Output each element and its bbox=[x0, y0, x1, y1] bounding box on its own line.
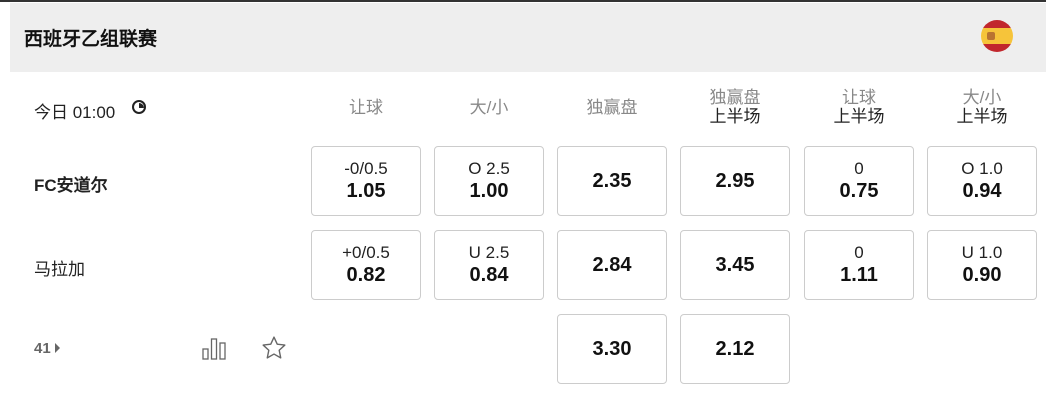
odds-button[interactable]: 2.35 bbox=[557, 146, 667, 216]
odds-button[interactable]: 2.84 bbox=[557, 230, 667, 300]
column-label: 大/小 bbox=[469, 98, 509, 117]
odds-value: 1.11 bbox=[840, 264, 878, 286]
odds-value: 1.00 bbox=[469, 180, 509, 202]
column-label: 让球 bbox=[842, 88, 876, 107]
spain-flag-icon bbox=[981, 20, 1013, 52]
odds-button[interactable]: 0 1.11 bbox=[804, 230, 914, 300]
top-border bbox=[0, 0, 1046, 2]
odds-line: U 1.0 bbox=[961, 243, 1003, 262]
odds-line: +0/0.5 bbox=[342, 243, 390, 262]
odds-value: 1.05 bbox=[346, 180, 386, 202]
odds-line: O 1.0 bbox=[961, 159, 1003, 178]
odds-line: -0/0.5 bbox=[344, 159, 388, 178]
odds-button[interactable]: 3.45 bbox=[680, 230, 790, 300]
odds-button[interactable]: 2.12 bbox=[680, 314, 790, 384]
odds-value: 2.84 bbox=[592, 254, 632, 276]
odds-value: 3.45 bbox=[715, 254, 755, 276]
odds-line: 0 bbox=[854, 159, 864, 178]
team-name: FC安道尔 bbox=[34, 176, 108, 195]
column-sublabel: 上半场 bbox=[833, 107, 885, 126]
column-header: 独赢盘 bbox=[557, 98, 667, 117]
league-title: 西班牙乙组联赛 bbox=[24, 29, 158, 50]
odds-value: 2.95 bbox=[715, 170, 755, 192]
column-sublabel: 上半场 bbox=[709, 107, 761, 126]
column-sublabel: 上半场 bbox=[956, 107, 1008, 126]
favorite-star-icon[interactable] bbox=[261, 335, 287, 361]
league-header[interactable] bbox=[10, 3, 1046, 72]
odds-button[interactable]: -0/0.5 1.05 bbox=[311, 146, 421, 216]
match-time: 今日 01:00 bbox=[34, 103, 116, 122]
team-name: 马拉加 bbox=[34, 260, 85, 279]
column-header: 大/小 上半场 bbox=[927, 88, 1037, 126]
column-label: 大/小 bbox=[962, 88, 1002, 107]
odds-line: O 2.5 bbox=[468, 159, 510, 178]
odds-button[interactable]: 2.95 bbox=[680, 146, 790, 216]
odds-value: 0.84 bbox=[469, 264, 509, 286]
odds-value: 2.12 bbox=[715, 338, 755, 360]
odds-button[interactable]: U 2.5 0.84 bbox=[434, 230, 544, 300]
column-header: 让球 上半场 bbox=[804, 88, 914, 126]
odds-value: 0.90 bbox=[962, 264, 1002, 286]
column-header: 大/小 bbox=[434, 98, 544, 117]
column-label: 独赢盘 bbox=[586, 98, 638, 117]
odds-button[interactable]: U 1.0 0.90 bbox=[927, 230, 1037, 300]
odds-value: 2.35 bbox=[592, 170, 632, 192]
column-header: 让球 bbox=[311, 98, 421, 117]
odds-line: U 2.5 bbox=[468, 243, 510, 262]
odds-line: 0 bbox=[854, 243, 864, 262]
odds-button[interactable]: O 2.5 1.00 bbox=[434, 146, 544, 216]
stats-icon[interactable] bbox=[202, 336, 226, 360]
more-markets-button[interactable]: 41 bbox=[34, 340, 60, 357]
odds-button[interactable]: 3.30 bbox=[557, 314, 667, 384]
column-label: 让球 bbox=[349, 98, 383, 117]
odds-value: 0.94 bbox=[962, 180, 1002, 202]
odds-value: 3.30 bbox=[592, 338, 632, 360]
odds-button[interactable]: +0/0.5 0.82 bbox=[311, 230, 421, 300]
odds-button[interactable]: O 1.0 0.94 bbox=[927, 146, 1037, 216]
odds-value: 0.75 bbox=[839, 180, 879, 202]
more-count: 41 bbox=[34, 340, 51, 357]
odds-button[interactable]: 0 0.75 bbox=[804, 146, 914, 216]
column-label: 独赢盘 bbox=[709, 88, 761, 107]
caret-right-icon bbox=[54, 343, 60, 353]
column-header: 独赢盘 上半场 bbox=[680, 88, 790, 126]
odds-value: 0.82 bbox=[346, 264, 386, 286]
clock-icon bbox=[132, 100, 146, 114]
